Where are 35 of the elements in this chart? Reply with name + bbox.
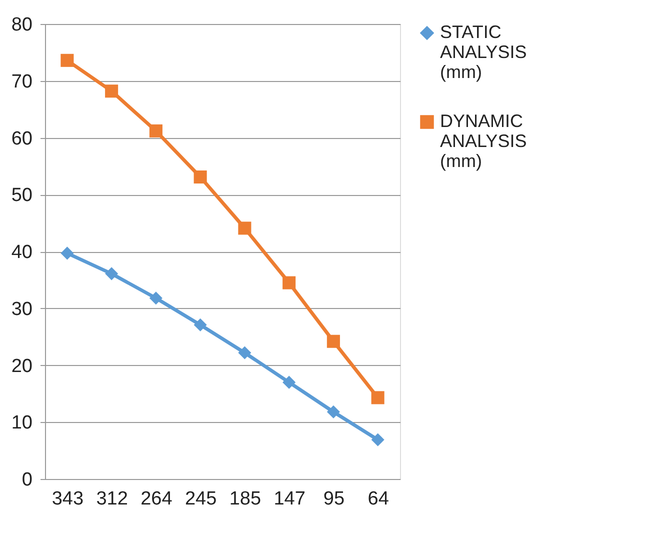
- y-tick-label: 60: [11, 128, 32, 150]
- point: [194, 318, 207, 332]
- x-tick-label: 95: [323, 488, 345, 510]
- point: [282, 376, 296, 389]
- point: [194, 170, 207, 184]
- x-tick-label: 343: [52, 488, 84, 510]
- point: [326, 334, 340, 348]
- x-tick-label: 185: [229, 488, 262, 510]
- y-tick-label: 30: [11, 298, 32, 320]
- point: [238, 346, 252, 360]
- point: [371, 391, 384, 404]
- x-tick-label: 147: [274, 488, 306, 510]
- point: [149, 124, 162, 138]
- point: [238, 222, 252, 235]
- x-tick-label: 64: [368, 488, 390, 510]
- y-tick-label: 80: [11, 14, 32, 36]
- point: [105, 84, 118, 98]
- point: [326, 405, 340, 418]
- y-tick-label: 50: [11, 185, 32, 206]
- point: [149, 292, 162, 305]
- legend-label: STATIC ANALYSIS (mm): [440, 22, 527, 82]
- point: [60, 54, 74, 67]
- y-tick-label: 0: [22, 470, 32, 490]
- point: [282, 276, 296, 290]
- y-tick-label: 20: [11, 356, 32, 377]
- x-tick-label: 264: [140, 488, 173, 510]
- point: [60, 246, 74, 260]
- legend-label: DYNAMIC ANALYSIS (mm): [440, 111, 527, 171]
- y-tick-label: 10: [11, 412, 32, 434]
- y-tick-label: 40: [11, 242, 32, 263]
- y-tick-label: 70: [11, 71, 32, 92]
- point: [371, 433, 384, 446]
- x-tick-label: 245: [184, 488, 217, 510]
- x-tick-label: 312: [96, 488, 128, 510]
- point: [105, 267, 118, 280]
